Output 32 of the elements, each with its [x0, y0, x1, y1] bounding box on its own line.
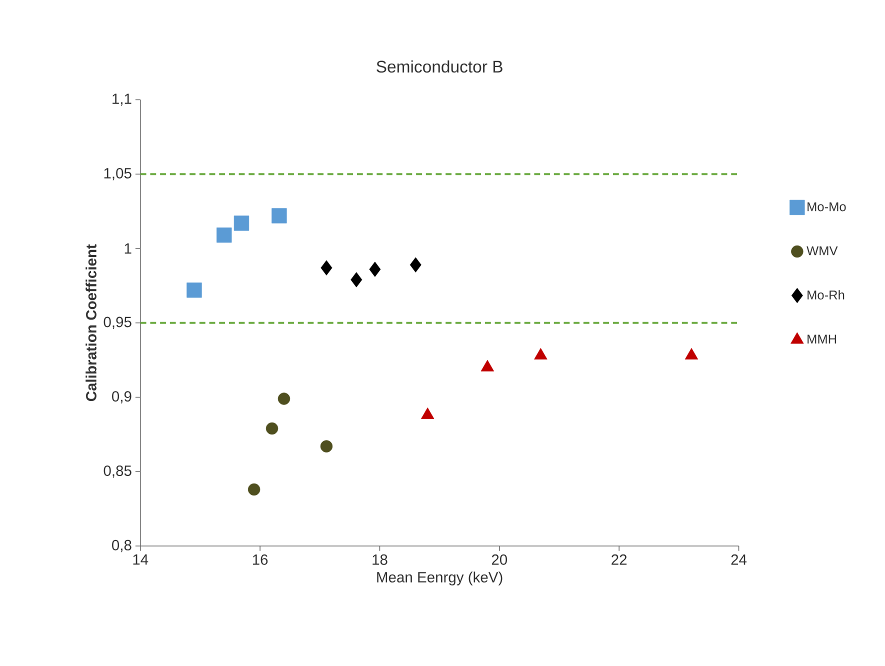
legend-label: MMH	[808, 334, 836, 344]
x-tick-label: 16	[252, 554, 268, 566]
point	[410, 257, 422, 273]
point	[369, 262, 381, 278]
legend-label: Mo-Rh	[808, 290, 844, 300]
chart-title: Semiconductor B	[376, 60, 502, 73]
x-tick-label: 14	[133, 554, 148, 565]
y-tick-label: 1	[124, 244, 132, 254]
y-tick-label: 1,05	[104, 168, 132, 180]
point	[350, 272, 362, 288]
legend-label: WMV	[806, 246, 838, 256]
point	[234, 216, 250, 231]
point	[248, 484, 260, 496]
x-tick-label: 18	[372, 554, 388, 566]
y-tick-label: 0,95	[104, 316, 132, 330]
point	[186, 282, 202, 298]
y-tick-label: 0,8	[112, 540, 132, 552]
x-tick-label: 22	[612, 554, 627, 565]
point	[272, 208, 287, 224]
x-tick-label: 20	[492, 554, 508, 566]
point	[320, 440, 333, 453]
point	[320, 260, 332, 276]
point	[278, 392, 290, 406]
y-axis-title: Calibration Coefficient	[86, 244, 96, 402]
x-axis-title: Mean Eenrgy (keV)	[377, 572, 502, 586]
point	[266, 422, 278, 435]
y-tick-label: 0,85	[104, 466, 132, 478]
legend-label: Mo-Mo	[808, 202, 846, 212]
x-tick-label: 24	[731, 554, 747, 565]
y-tick-label: 1,1	[112, 94, 132, 106]
y-tick-label: 0,9	[112, 391, 132, 404]
point	[216, 228, 232, 243]
